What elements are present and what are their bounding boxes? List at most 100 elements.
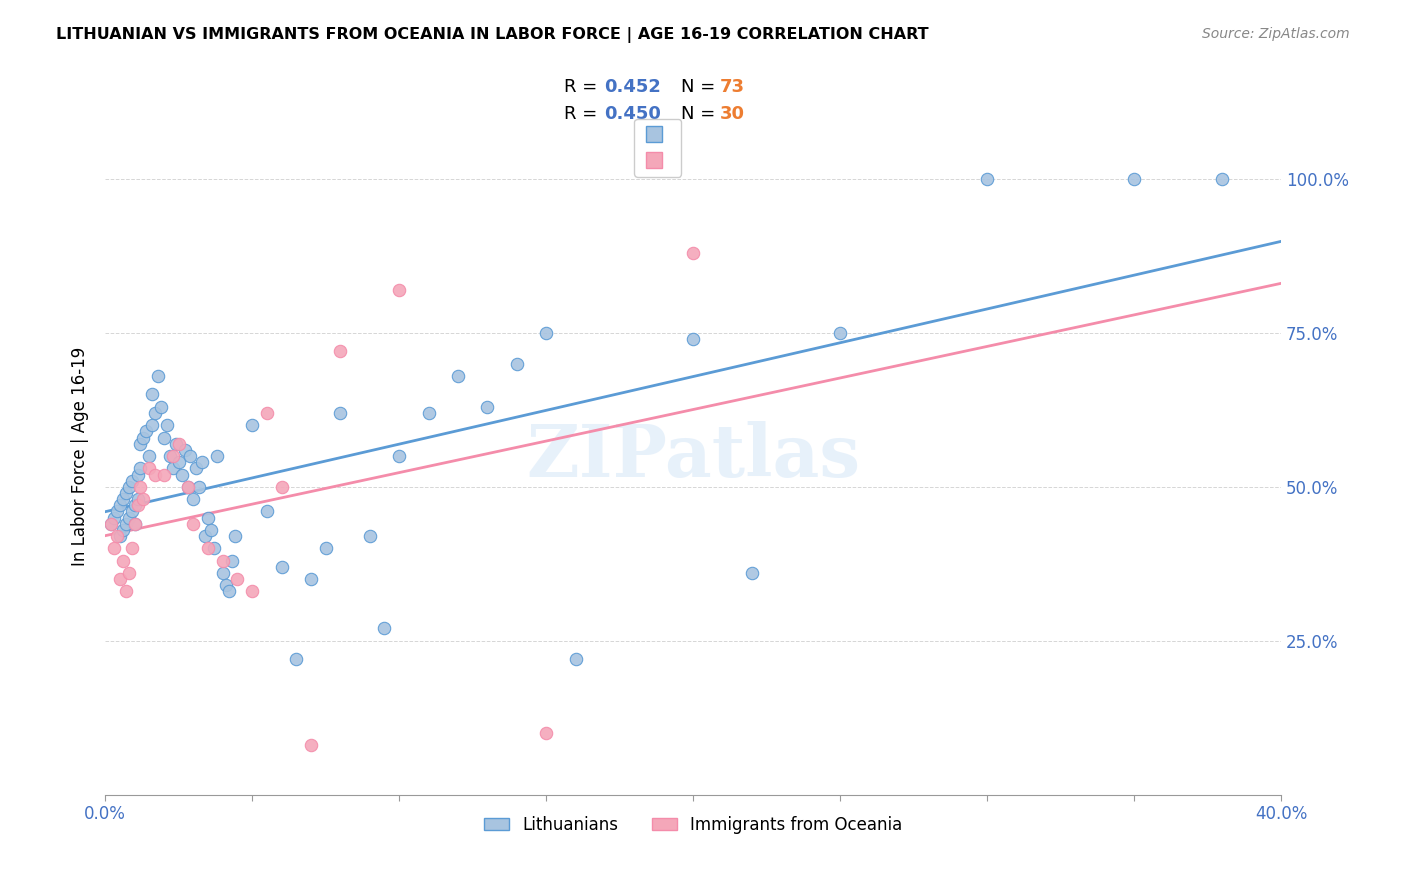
Point <box>170 467 193 482</box>
Point <box>153 467 176 482</box>
Point <box>270 560 292 574</box>
Point <box>315 541 337 556</box>
Point <box>186 461 208 475</box>
Point <box>100 516 122 531</box>
Point <box>124 516 146 531</box>
Point <box>221 554 243 568</box>
Point <box>194 529 217 543</box>
Point <box>138 461 160 475</box>
Text: 73: 73 <box>720 78 745 95</box>
Point <box>141 387 163 401</box>
Point <box>976 172 998 186</box>
Point <box>132 431 155 445</box>
Point <box>103 510 125 524</box>
Point <box>127 492 149 507</box>
Point <box>118 480 141 494</box>
Point <box>108 498 131 512</box>
Point <box>108 572 131 586</box>
Point <box>211 554 233 568</box>
Point <box>146 368 169 383</box>
Point <box>111 554 134 568</box>
Point <box>108 529 131 543</box>
Point <box>299 739 322 753</box>
Point <box>118 510 141 524</box>
Y-axis label: In Labor Force | Age 16-19: In Labor Force | Age 16-19 <box>72 346 89 566</box>
Text: 0.450: 0.450 <box>603 105 661 123</box>
Point <box>129 480 152 494</box>
Point <box>191 455 214 469</box>
Point <box>114 486 136 500</box>
Point <box>124 498 146 512</box>
Point <box>176 480 198 494</box>
Point <box>159 449 181 463</box>
Point <box>506 357 529 371</box>
Point <box>299 572 322 586</box>
Point <box>176 480 198 494</box>
Text: ZIPatlas: ZIPatlas <box>526 420 860 491</box>
Point <box>197 510 219 524</box>
Point <box>183 492 205 507</box>
Point <box>224 529 246 543</box>
Point <box>121 474 143 488</box>
Text: 30: 30 <box>720 105 745 123</box>
Text: N =: N = <box>682 105 721 123</box>
Point <box>534 326 557 340</box>
Point <box>197 541 219 556</box>
Point <box>156 418 179 433</box>
Point <box>111 523 134 537</box>
Point <box>373 622 395 636</box>
Point <box>211 566 233 580</box>
Point <box>256 504 278 518</box>
Point <box>202 541 225 556</box>
Point <box>165 436 187 450</box>
Point <box>329 406 352 420</box>
Point <box>388 449 411 463</box>
Point <box>129 436 152 450</box>
Point <box>359 529 381 543</box>
Point <box>167 436 190 450</box>
Point <box>121 541 143 556</box>
Point <box>100 516 122 531</box>
Point <box>143 467 166 482</box>
Point <box>188 480 211 494</box>
Point <box>121 504 143 518</box>
Point <box>138 449 160 463</box>
Text: R =: R = <box>564 78 603 95</box>
Point <box>103 541 125 556</box>
Text: Source: ZipAtlas.com: Source: ZipAtlas.com <box>1202 27 1350 41</box>
Point <box>167 455 190 469</box>
Text: 0.452: 0.452 <box>603 78 661 95</box>
Point <box>240 584 263 599</box>
Point <box>124 516 146 531</box>
Point <box>132 492 155 507</box>
Text: LITHUANIAN VS IMMIGRANTS FROM OCEANIA IN LABOR FORCE | AGE 16-19 CORRELATION CHA: LITHUANIAN VS IMMIGRANTS FROM OCEANIA IN… <box>56 27 929 43</box>
Point <box>153 431 176 445</box>
Point <box>162 461 184 475</box>
Point <box>135 425 157 439</box>
Point <box>285 652 308 666</box>
Point <box>226 572 249 586</box>
Point <box>1123 172 1146 186</box>
Point <box>534 726 557 740</box>
Point <box>129 461 152 475</box>
Point <box>205 449 228 463</box>
Point <box>240 418 263 433</box>
Point <box>143 406 166 420</box>
Point <box>1211 172 1233 186</box>
Point <box>828 326 851 340</box>
Point <box>564 652 586 666</box>
Point <box>682 332 704 346</box>
Point <box>741 566 763 580</box>
Point <box>256 406 278 420</box>
Point <box>477 400 499 414</box>
Point <box>105 529 128 543</box>
Text: R =: R = <box>564 105 603 123</box>
Point <box>447 368 470 383</box>
Point <box>388 283 411 297</box>
Point <box>173 442 195 457</box>
Point <box>183 516 205 531</box>
Text: N =: N = <box>682 78 721 95</box>
Point <box>150 400 173 414</box>
Point <box>162 449 184 463</box>
Point <box>127 467 149 482</box>
